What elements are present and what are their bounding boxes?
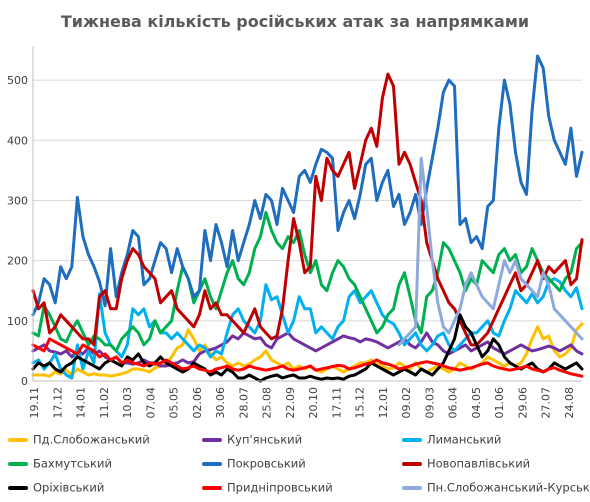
x-tick-label: 05.05 <box>168 387 181 419</box>
x-tick-labels: 19.11 17.12 14.01 11.02 10.03 07.04 05.05 02.06… <box>28 387 576 419</box>
y-tick-label: 100 <box>7 315 28 328</box>
series-line-4 <box>31 211 584 353</box>
chart-axes <box>32 46 582 382</box>
line-chart: 0 100 200 300 400 500 19.11 17.12 14.01 11.02 10.… <box>7 46 584 419</box>
chart-legend: Пд.Слобожанський Куп'янський Лиманський Бах… <box>0 428 590 502</box>
legend-swatch <box>202 485 222 490</box>
series-line-6 <box>31 72 584 347</box>
legend-swatch <box>202 461 222 466</box>
series-line-9 <box>397 156 584 347</box>
legend-item: Придніпровський <box>202 480 333 498</box>
x-tick-label: 24.08 <box>563 387 576 419</box>
x-tick-label: 25.08 <box>261 387 274 419</box>
legend-swatch <box>402 437 422 442</box>
x-tick-label: 22.09 <box>284 387 297 419</box>
legend-swatch <box>402 461 422 466</box>
x-tick-label: 04.05 <box>470 387 483 419</box>
legend-swatch <box>202 437 222 442</box>
chart-title: Тижнева кількість російських атак за нап… <box>60 12 530 31</box>
legend-label: Покровський <box>227 456 306 471</box>
y-tick-label: 400 <box>7 134 28 147</box>
x-tick-label: 10.03 <box>121 387 134 419</box>
x-tick-label: 30.06 <box>214 387 227 419</box>
legend-label: Куп'янський <box>227 432 303 447</box>
x-tick-label: 07.04 <box>144 387 157 419</box>
legend-swatch <box>8 485 28 490</box>
legend-item: Новопавлівський <box>402 456 530 474</box>
x-tick-label: 17.11 <box>330 387 343 419</box>
x-tick-label: 12.01 <box>377 387 390 419</box>
legend-label: Бахмутський <box>33 456 112 471</box>
x-tick-label: 01.06 <box>493 387 506 419</box>
legend-swatch <box>8 461 28 466</box>
x-tick-label: 14.01 <box>75 387 88 419</box>
x-tick-label: 29.06 <box>516 387 529 419</box>
legend-item: Лиманський <box>402 432 501 450</box>
x-tick-label: 15.12 <box>354 387 367 419</box>
x-tick-label: 09.02 <box>400 387 413 419</box>
y-tick-label: 0 <box>21 375 28 388</box>
legend-item: Бахмутський <box>8 456 112 474</box>
legend-label: Пд.Слобожанський <box>33 432 150 447</box>
x-tick-label: 17.12 <box>51 387 64 419</box>
legend-item: Куп'янський <box>202 432 302 450</box>
x-tick-label: 06.04 <box>447 387 460 419</box>
x-tick-label: 09.03 <box>423 387 436 419</box>
legend-label: Новопавлівський <box>427 456 531 471</box>
legend-label: Придніпровський <box>227 480 333 495</box>
x-tick-label: 28.07 <box>237 387 250 419</box>
series-line-5 <box>31 54 584 317</box>
legend-swatch <box>402 485 422 490</box>
legend-item: Пд.Слобожанський <box>8 432 150 450</box>
chart-series <box>31 54 584 383</box>
x-tick-label: 19.11 <box>28 387 41 419</box>
y-tick-label: 300 <box>7 194 28 207</box>
legend-label: Лиманський <box>427 432 502 447</box>
y-tick-label: 500 <box>7 74 28 87</box>
x-tick-label: 27.07 <box>540 387 553 419</box>
legend-item: Пн.Слобожанський-Курський <box>402 480 590 498</box>
x-tick-label: 11.02 <box>98 387 111 419</box>
y-tick-label: 200 <box>7 255 28 268</box>
x-tick-label: 02.06 <box>191 387 204 419</box>
series-line-8 <box>31 337 584 378</box>
legend-label: Пн.Слобожанський-Курський <box>427 480 590 495</box>
legend-item: Покровський <box>202 456 306 474</box>
y-tick-labels: 0 100 200 300 400 500 <box>7 74 28 388</box>
legend-item: Оріхівський <box>8 480 104 498</box>
legend-swatch <box>8 437 28 442</box>
x-tick-label: 20.10 <box>307 387 320 419</box>
legend-label: Оріхівський <box>33 480 105 495</box>
